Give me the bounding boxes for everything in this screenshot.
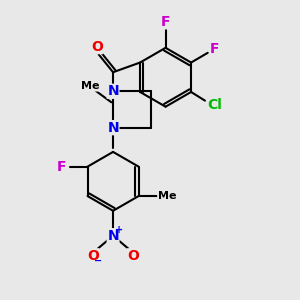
Text: +: + bbox=[115, 225, 123, 235]
Text: F: F bbox=[57, 160, 66, 174]
Text: F: F bbox=[161, 15, 170, 29]
Text: Me: Me bbox=[81, 81, 100, 91]
Text: −: − bbox=[94, 256, 103, 266]
Text: Cl: Cl bbox=[207, 98, 222, 112]
Text: O: O bbox=[127, 249, 139, 263]
Text: N: N bbox=[107, 229, 119, 243]
Text: F: F bbox=[210, 42, 219, 56]
Text: N: N bbox=[107, 84, 119, 98]
Text: N: N bbox=[107, 121, 119, 135]
Text: Me: Me bbox=[158, 191, 176, 201]
Text: O: O bbox=[87, 249, 99, 263]
Text: O: O bbox=[91, 40, 103, 54]
